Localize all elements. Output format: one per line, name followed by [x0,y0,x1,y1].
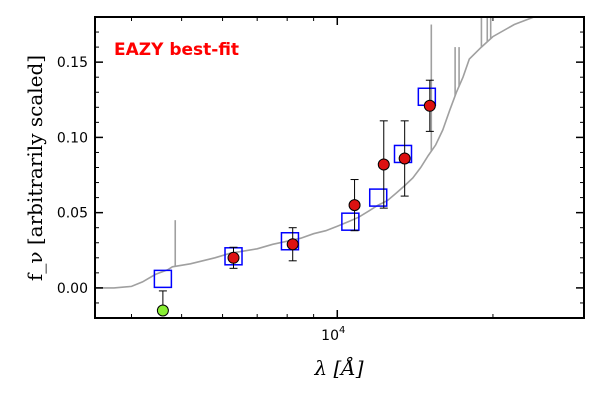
model-flux-square [153,269,173,289]
y-axis-label: f_ν [arbitrarily scaled] [23,55,47,281]
x-tick-label: 104 [321,325,345,344]
x-axis-label-text: λ [Å] [313,355,363,380]
model-flux-square [280,231,300,251]
y-tick-label: 0.10 [57,130,88,146]
y-tick-label: 0.00 [57,281,88,297]
observed-flux-point [398,152,411,165]
y-tick-label: 0.05 [57,206,88,222]
model-flux-square [368,188,388,207]
x-tick-label-exponent: 4 [339,325,345,336]
observed-flux-point [423,99,436,112]
observed-flux-point [286,238,299,251]
axis-ticks: 0.00 0.05 0.10 0.15 104 [57,17,585,344]
model-flux-square [341,212,360,231]
axes-frame [94,16,585,319]
observed-flux-point [377,158,390,171]
eazy-annotation: EAZY best-fit [114,40,239,60]
observed-flux-point [348,199,361,212]
observed-flux-point [227,251,240,264]
y-tick-label: 0.15 [57,55,88,71]
x-axis-label: λ [Å] [313,355,363,380]
nondetection-point [156,304,169,317]
plot-frame [94,16,585,319]
plot-area [95,17,537,317]
y-axis-label-text: f_ν [arbitrarily scaled] [23,55,47,281]
